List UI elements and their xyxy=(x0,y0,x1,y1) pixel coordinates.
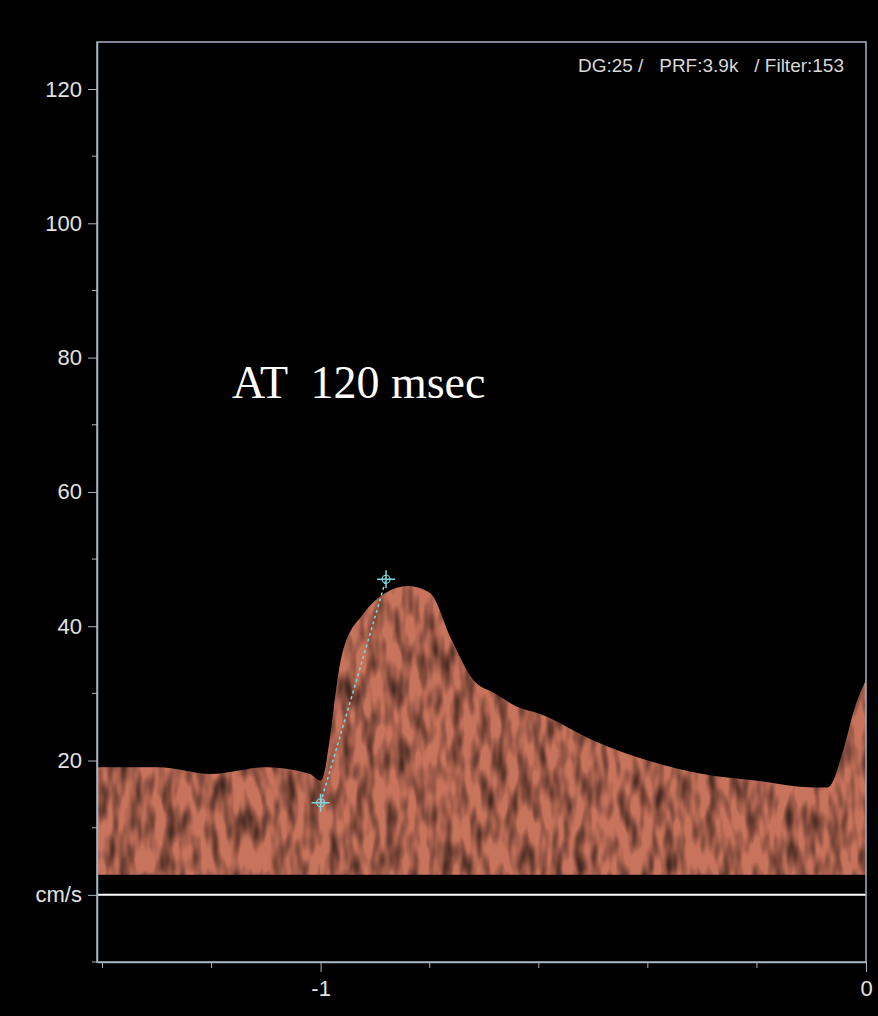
y-tick-label: 40 xyxy=(58,614,82,639)
y-tick: 60 xyxy=(58,479,97,504)
y-tick-label: 120 xyxy=(45,77,82,102)
caliper-line xyxy=(321,579,386,803)
y-tick-label: cm/s xyxy=(36,882,82,907)
y-minor-tick xyxy=(92,827,97,828)
plot: cm/s 20 40 60 80 100 120 -1 0 DG:25 / PRF:3.9k / … xyxy=(36,42,873,1001)
y-tick: 40 xyxy=(58,614,97,639)
y-minor-tick xyxy=(92,559,97,560)
y-tick-mark xyxy=(88,761,97,762)
x-tick-label: 0 xyxy=(860,976,872,1001)
y-tick: 80 xyxy=(58,345,97,370)
caliper-cross xyxy=(312,794,330,812)
y-tick: cm/s xyxy=(36,882,97,907)
x-tick-mark xyxy=(866,962,867,972)
y-tick-label: 20 xyxy=(58,748,82,773)
y-tick: 20 xyxy=(58,748,97,773)
frame xyxy=(97,42,866,962)
x-axis-line xyxy=(98,962,867,964)
caliper-point xyxy=(377,570,395,588)
caliper-dot xyxy=(382,575,390,583)
x-tick-mark xyxy=(321,962,322,972)
chart: cm/s 20 40 60 80 100 120 -1 0 DG:25 / PRF:3.9k / … xyxy=(0,0,878,1016)
y-axis-line xyxy=(97,43,99,963)
caliper-point xyxy=(312,794,330,812)
y-tick-label: 60 xyxy=(58,479,82,504)
y-minor-tick xyxy=(92,156,97,157)
y-tick-mark xyxy=(88,89,97,90)
annotation: AT 120 msec xyxy=(232,357,485,408)
y-minor-tick xyxy=(92,424,97,425)
x-tick-label: -1 xyxy=(311,976,331,1001)
x-minor-tick xyxy=(102,962,103,968)
y-tick-label: 100 xyxy=(45,211,82,236)
y-tick-mark xyxy=(88,492,97,493)
y-axis: cm/s 20 40 60 80 100 120 xyxy=(36,43,98,963)
caliper-cross xyxy=(377,570,395,588)
y-minor-tick xyxy=(92,693,97,694)
x-axis: -1 0 xyxy=(98,962,873,1001)
x-tick: 0 xyxy=(860,962,872,1001)
y-tick-mark xyxy=(88,895,97,896)
baseline xyxy=(97,894,866,896)
x-minor-tick xyxy=(211,962,212,968)
x-minor-tick xyxy=(538,962,539,968)
x-minor-tick xyxy=(429,962,430,968)
x-tick: -1 xyxy=(311,962,331,1001)
caliper-dot xyxy=(317,799,325,807)
spectrum-base xyxy=(97,586,866,875)
subtitle: DG:25 / PRF:3.9k / Filter:153 xyxy=(578,55,844,76)
y-tick-mark xyxy=(88,223,97,224)
marks xyxy=(97,570,866,874)
y-minor-tick xyxy=(92,290,97,291)
y-tick: 120 xyxy=(45,77,97,102)
y-tick-mark xyxy=(88,626,97,627)
y-tick: 100 xyxy=(45,211,97,236)
y-tick-label: 80 xyxy=(58,345,82,370)
y-minor-tick xyxy=(92,962,97,963)
caliper xyxy=(312,570,395,812)
y-tick-mark xyxy=(88,358,97,359)
x-minor-tick xyxy=(647,962,648,968)
x-minor-tick xyxy=(756,962,757,968)
spectrum xyxy=(97,586,866,875)
